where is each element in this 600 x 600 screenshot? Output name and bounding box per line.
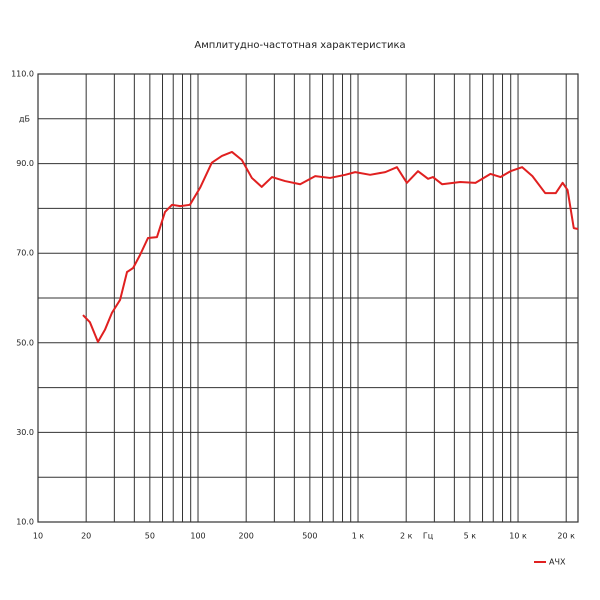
x-tick-label: 500	[302, 532, 317, 541]
x-tick-label: 20	[81, 532, 91, 541]
y-tick-label: 70.0	[16, 249, 34, 258]
y-tick-label: 110.0	[11, 70, 34, 79]
legend-label: АЧХ	[549, 558, 566, 567]
x-axis-label: Гц	[423, 532, 434, 541]
y-tick-label: 50.0	[16, 338, 34, 347]
y-tick-label: 90.0	[16, 159, 34, 168]
y-axis-label: дБ	[19, 115, 30, 124]
x-tick-label: 10 к	[509, 532, 527, 541]
chart-title: Амплитудно-частотная характеристика	[194, 40, 405, 51]
x-tick-label: 200	[239, 532, 254, 541]
y-tick-label: 30.0	[16, 428, 34, 437]
x-tick-label: 5 к	[464, 532, 477, 541]
x-tick-label: 2 к	[400, 532, 413, 541]
x-tick-label: 1 к	[352, 532, 365, 541]
plot-frame	[37, 73, 579, 523]
x-tick-label: 20 к	[557, 532, 575, 541]
y-tick-label: 10.0	[16, 518, 34, 527]
x-tick-label: 50	[145, 532, 155, 541]
data-line	[82, 150, 579, 343]
x-tick-label: 10	[33, 532, 43, 541]
x-tick-label: 100	[190, 532, 205, 541]
